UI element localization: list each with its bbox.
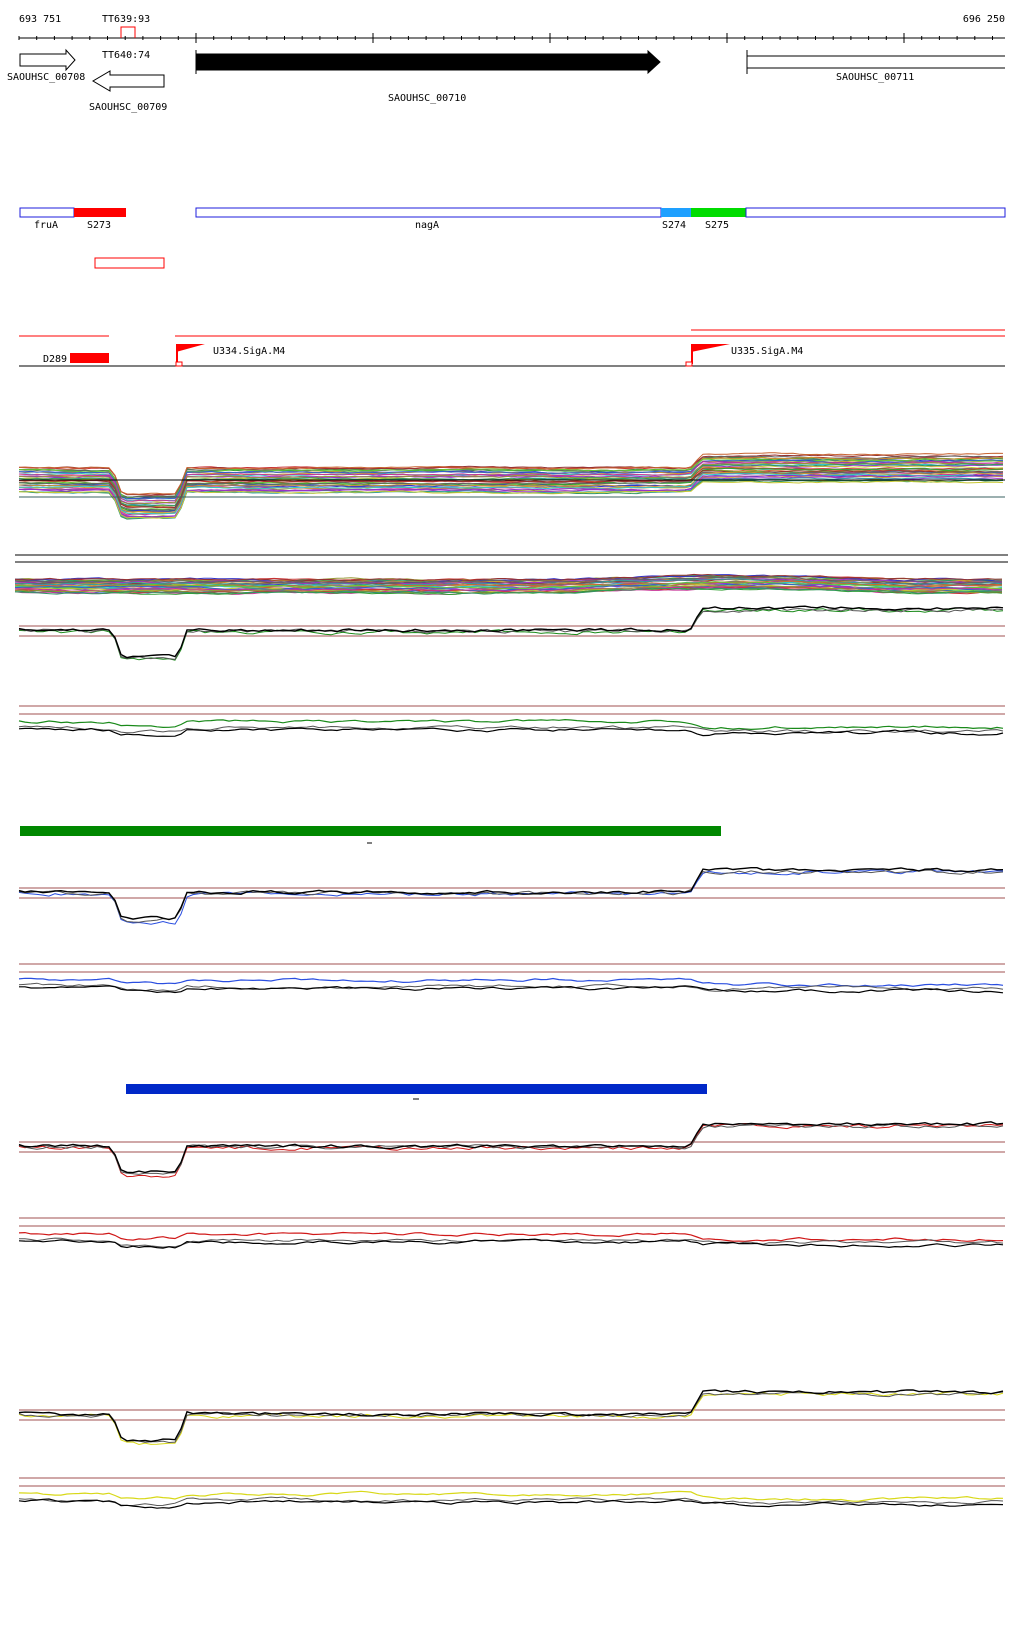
promoter-u335: U335.SigA.M4 [685,344,803,367]
promoter-label: U335.SigA.M4 [731,346,803,357]
promoter-track: D289 U334.SigA.M4 U335.SigA.M4 [19,329,1005,367]
condition-trace [18,605,1004,659]
condition-trace [18,1498,1004,1509]
start-coordinate: 693 751 [19,14,61,25]
yellow-condition-track [18,1389,1005,1446]
gene-label: SAOUHSC_00708 [7,72,85,83]
condition-trace [18,868,1004,925]
promoter-label: U334.SigA.M4 [213,346,285,357]
band-trace [14,585,1003,592]
green-condition-detail-track [18,705,1005,737]
deletion-d289: D289 [43,353,109,365]
condition-trace [18,977,1004,987]
condition-trace [18,867,1004,921]
multi-condition-flat-track [14,554,1008,596]
gene-saouhsc-00711: SAOUHSC_00711 [746,50,1005,83]
coordinate-ruler: 693 751 696 250 [18,14,1005,43]
condition-trace [18,607,1004,661]
blue-condition-detail-track [18,963,1005,994]
yellow-condition-detail-track [18,1477,1005,1509]
overview-trace [19,471,1004,513]
multi-condition-overview-track [18,452,1005,520]
segment-label-s275: S275 [705,220,729,231]
band-trace [14,576,1003,584]
condition-trace [18,1496,1004,1507]
expression-tracks [14,452,1008,1509]
condition-trace [18,1231,1004,1242]
overview-trace [18,470,1004,511]
blue-condition-bar [126,1084,707,1094]
band-trace [14,573,1003,582]
segment-s274 [661,208,691,217]
overview-trace [18,461,1003,502]
condition-trace [18,1490,1004,1502]
terminator-label: TT640:74 [102,50,150,61]
band-trace [14,581,1002,590]
condition-trace [18,982,1004,992]
segment-nagA [195,207,662,218]
condition-trace [18,1121,1004,1174]
gene-label: SAOUHSC_00710 [388,93,466,104]
red-condition-detail-track [18,1217,1005,1249]
terminator-label: TT639:93 [102,14,150,25]
segment-track: fruA S273 nagA S274 S275 [19,207,1006,269]
condition-trace [18,869,1004,923]
band-trace [14,587,1003,595]
promoter-u334: U334.SigA.M4 [175,344,285,367]
gene-saouhsc-00708: SAOUHSC_00708 [7,48,85,83]
terminator-tt639: TT639:93 [102,14,150,38]
segment-label-nagA: nagA [415,220,439,231]
overview-trace [18,470,1004,509]
condition-trace [18,727,1004,737]
red-outline-feature [94,257,165,269]
gene-saouhsc-00709: TT640:74 SAOUHSC_00709 [89,50,167,113]
segment-label-fruA: fruA [34,220,58,231]
segment-s275 [691,208,746,217]
gene-saouhsc-00710: SAOUHSC_00710 [195,49,661,104]
blue-condition-track [18,867,1005,925]
condition-trace [18,718,1004,731]
gene-label: SAOUHSC_00711 [836,72,914,83]
segment-fruA [19,207,75,218]
gene-track: SAOUHSC_00708 TT640:74 SAOUHSC_00709 SAO… [7,48,1005,113]
overview-trace [18,480,1004,519]
segment-s273 [74,208,126,217]
segment-tail [745,207,1006,218]
red-condition-track [18,1121,1005,1178]
condition-trace [19,985,1004,994]
condition-trace [18,1238,1004,1249]
terminator-hairpin [120,26,136,38]
end-coordinate: 696 250 [963,14,1005,25]
condition-trace [18,1123,1004,1175]
ruler-ticks [18,33,993,43]
gene-label: SAOUHSC_00709 [89,102,167,113]
condition-trace [18,1390,1004,1446]
overview-trace [18,452,1004,495]
segment-label-s273: S273 [87,220,111,231]
overview-trace [18,473,1004,515]
band-trace [14,580,1003,589]
condition-trace [18,607,1004,660]
condition-trace [18,1389,1004,1443]
deletion-label: D289 [43,354,67,365]
green-condition-track [18,605,1005,661]
green-condition-bar [20,826,721,836]
condition-trace [18,1391,1004,1444]
condition-trace [18,1122,1004,1178]
condition-trace [18,725,1004,734]
segment-label-s274: S274 [662,220,686,231]
